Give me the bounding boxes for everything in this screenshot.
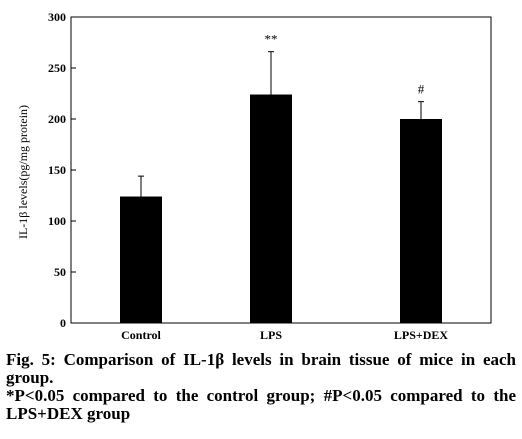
y-tick-label: 150: [48, 163, 66, 177]
caption-title: Fig. 5: Comparison of IL-1β levels in br…: [6, 350, 516, 387]
bar: [120, 196, 162, 323]
significance-label: #: [418, 82, 425, 97]
y-tick-label: 100: [48, 214, 66, 228]
bar: [250, 94, 292, 324]
significance-label: **: [265, 32, 278, 47]
x-category-label: Control: [121, 328, 161, 342]
figure-caption: Fig. 5: Comparison of IL-1β levels in br…: [6, 351, 516, 423]
x-category-label: LPS+DEX: [394, 328, 449, 342]
y-axis-title: IL-1β levels(pg/mg protein): [16, 105, 30, 239]
y-tick-label: 0: [60, 316, 66, 330]
bar-chart: IL-1β levels(pg/mg protein) 0 50 100 150 200…: [16, 10, 492, 342]
y-tick-label: 250: [48, 61, 66, 75]
caption-note: *P<0.05 compared to the control group; #…: [6, 386, 516, 423]
y-tick-label: 200: [48, 112, 66, 126]
bar: [400, 119, 442, 323]
x-category-label: LPS: [260, 328, 282, 342]
y-tick-label: 50: [54, 265, 66, 279]
y-tick-label: 300: [48, 10, 66, 24]
